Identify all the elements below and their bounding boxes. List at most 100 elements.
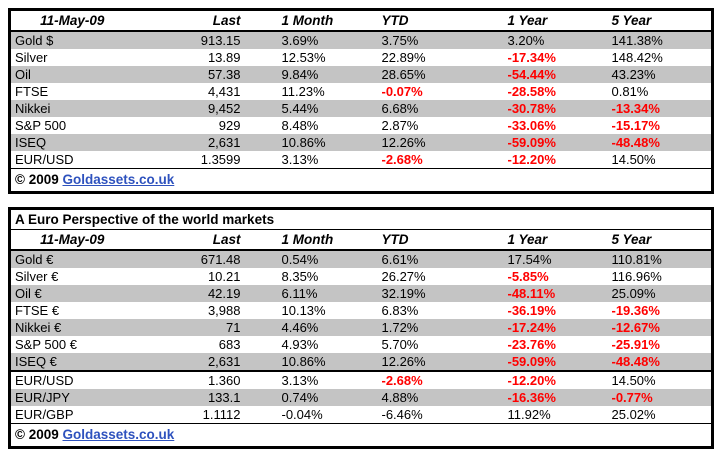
table-row: FTSE 4,431 11.23% -0.07% -28.58% 0.81%: [10, 83, 713, 100]
value-cell: 9.84%: [243, 66, 344, 83]
copyright-cell: © 2009 Goldassets.co.uk: [9, 423, 713, 448]
value-cell: 9,452: [133, 100, 244, 117]
table-row: Silver 13.89 12.53% 22.89% -17.34% 148.42%: [10, 49, 713, 66]
value-cell: -28.58%: [507, 84, 556, 99]
value-cell: -54.44%: [469, 66, 600, 83]
goldassets-link[interactable]: Goldassets.co.uk: [62, 427, 175, 442]
value-cell: 2,631: [133, 134, 244, 151]
usd-table-footer-row: © 2009 Goldassets.co.uk: [9, 168, 713, 193]
column-header-1month: 1 Month: [243, 9, 344, 32]
value-cell: 3.20%: [469, 31, 600, 49]
column-header-ytd: YTD: [343, 9, 470, 32]
value-cell: -2.68%: [381, 152, 423, 167]
row-label: ISEQ €: [9, 353, 134, 371]
value-cell: 5.44%: [243, 100, 344, 117]
value-cell: 10.21: [207, 269, 241, 284]
value-cell: 42.19: [133, 285, 244, 302]
value-cell: 2,631: [133, 353, 244, 371]
value-cell: 1.360: [133, 370, 244, 389]
table-row: ISEQ 2,631 10.86% 12.26% -59.09% -48.48%: [9, 134, 713, 151]
table-row: Silver € 10.21 8.35% 26.27% -5.85% 116.96%: [10, 268, 713, 285]
value-cell: -48.48%: [599, 353, 713, 371]
euro-markets-table: A Euro Perspective of the world markets …: [8, 207, 715, 449]
table-row: Nikkei €71 4.46% 1.72% -17.24% -12.67%: [9, 319, 713, 336]
value-cell: -0.77%: [599, 389, 713, 406]
value-cell: 3.13%: [243, 370, 344, 389]
value-cell: 8.48%: [281, 118, 319, 133]
row-label: EUR/GBP: [15, 407, 74, 422]
value-cell: -12.20%: [469, 370, 600, 389]
table-row: Nikkei 9,452 5.44% 6.68% -30.78% -13.34%: [9, 100, 713, 117]
row-label: Gold €: [9, 250, 134, 268]
value-cell: 133.1: [133, 389, 244, 406]
value-cell: 10.86%: [243, 353, 344, 371]
table-row: ISEQ €2,631 10.86% 12.26% -59.09% -48.48%: [9, 353, 713, 371]
value-cell: 6.61%: [343, 250, 470, 268]
value-cell: 1.1112: [202, 407, 241, 422]
row-label: Nikkei: [9, 100, 134, 117]
euro-table-footer-row: © 2009 Goldassets.co.uk: [9, 423, 713, 448]
row-label: Silver €: [15, 269, 59, 284]
row-label: EUR/JPY: [9, 389, 134, 406]
value-cell: 14.50%: [599, 370, 713, 389]
value-cell: 32.19%: [343, 285, 470, 302]
value-cell: -36.19%: [507, 303, 556, 318]
value-cell: 22.89%: [381, 50, 426, 65]
value-cell: -6.46%: [381, 407, 423, 422]
value-cell: 13.89: [207, 50, 241, 65]
goldassets-link[interactable]: Goldassets.co.uk: [62, 172, 175, 187]
column-header-5year: 5 Year: [599, 9, 713, 32]
value-cell: -12.67%: [599, 319, 713, 336]
value-cell: -17.34%: [507, 50, 556, 65]
column-header-date: 11-May-09: [9, 9, 134, 32]
value-cell: 10.13%: [281, 303, 326, 318]
copyright-cell: © 2009 Goldassets.co.uk: [9, 168, 713, 193]
value-cell: -59.09%: [469, 134, 600, 151]
value-cell: -12.20%: [507, 152, 556, 167]
value-cell: 3,988: [207, 303, 241, 318]
value-cell: -48.48%: [599, 134, 713, 151]
value-cell: -5.85%: [507, 269, 549, 284]
row-label: ISEQ: [9, 134, 134, 151]
row-label: S&P 500: [15, 118, 67, 133]
value-cell: -59.09%: [469, 353, 600, 371]
value-cell: -19.36%: [611, 303, 660, 318]
value-cell: 4,431: [207, 84, 241, 99]
value-cell: -2.68%: [343, 370, 470, 389]
row-label: S&P 500 €: [15, 337, 77, 352]
value-cell: 14.50%: [611, 152, 656, 167]
row-label: FTSE: [15, 84, 49, 99]
value-cell: 11.92%: [507, 407, 551, 422]
copyright-text: © 2009: [15, 172, 59, 187]
value-cell: 116.96%: [611, 269, 662, 284]
row-label: Oil €: [9, 285, 134, 302]
value-cell: -0.04%: [281, 407, 323, 422]
row-label: Silver: [15, 50, 48, 65]
value-cell: 12.53%: [281, 50, 326, 65]
table-row: Gold $913.15 3.69% 3.75% 3.20% 141.38%: [9, 31, 713, 49]
table-row: Oil 57.38 9.84% 28.65% -54.44% 43.23%: [9, 66, 713, 83]
table-row: EUR/GBP 1.1112 -0.04% -6.46% 11.92% 25.02%: [10, 406, 713, 424]
value-cell: 0.81%: [611, 84, 649, 99]
row-label: Nikkei €: [9, 319, 134, 336]
value-cell: 2.87%: [381, 118, 419, 133]
column-header-ytd: YTD: [343, 229, 470, 251]
value-cell: 929: [218, 118, 241, 133]
table-row: EUR/USD 1.3599 3.13% -2.68% -12.20% 14.50%: [10, 151, 713, 169]
table-row: S&P 500 929 8.48% 2.87% -33.06% -15.17%: [10, 117, 713, 134]
value-cell: 0.74%: [243, 389, 344, 406]
value-cell: 25.09%: [599, 285, 713, 302]
row-label: EUR/USD: [15, 152, 74, 167]
value-cell: 1.3599: [200, 152, 241, 167]
value-cell: 3.69%: [243, 31, 344, 49]
value-cell: -23.76%: [507, 337, 556, 352]
value-cell: 4.46%: [243, 319, 344, 336]
value-cell: 0.54%: [243, 250, 344, 268]
value-cell: 17.54%: [469, 250, 600, 268]
value-cell: 11.23%: [281, 84, 325, 99]
table-row: Gold €671.48 0.54% 6.61% 17.54% 110.81%: [9, 250, 713, 268]
value-cell: 4.93%: [281, 337, 319, 352]
value-cell: -30.78%: [469, 100, 600, 117]
value-cell: 6.68%: [343, 100, 470, 117]
